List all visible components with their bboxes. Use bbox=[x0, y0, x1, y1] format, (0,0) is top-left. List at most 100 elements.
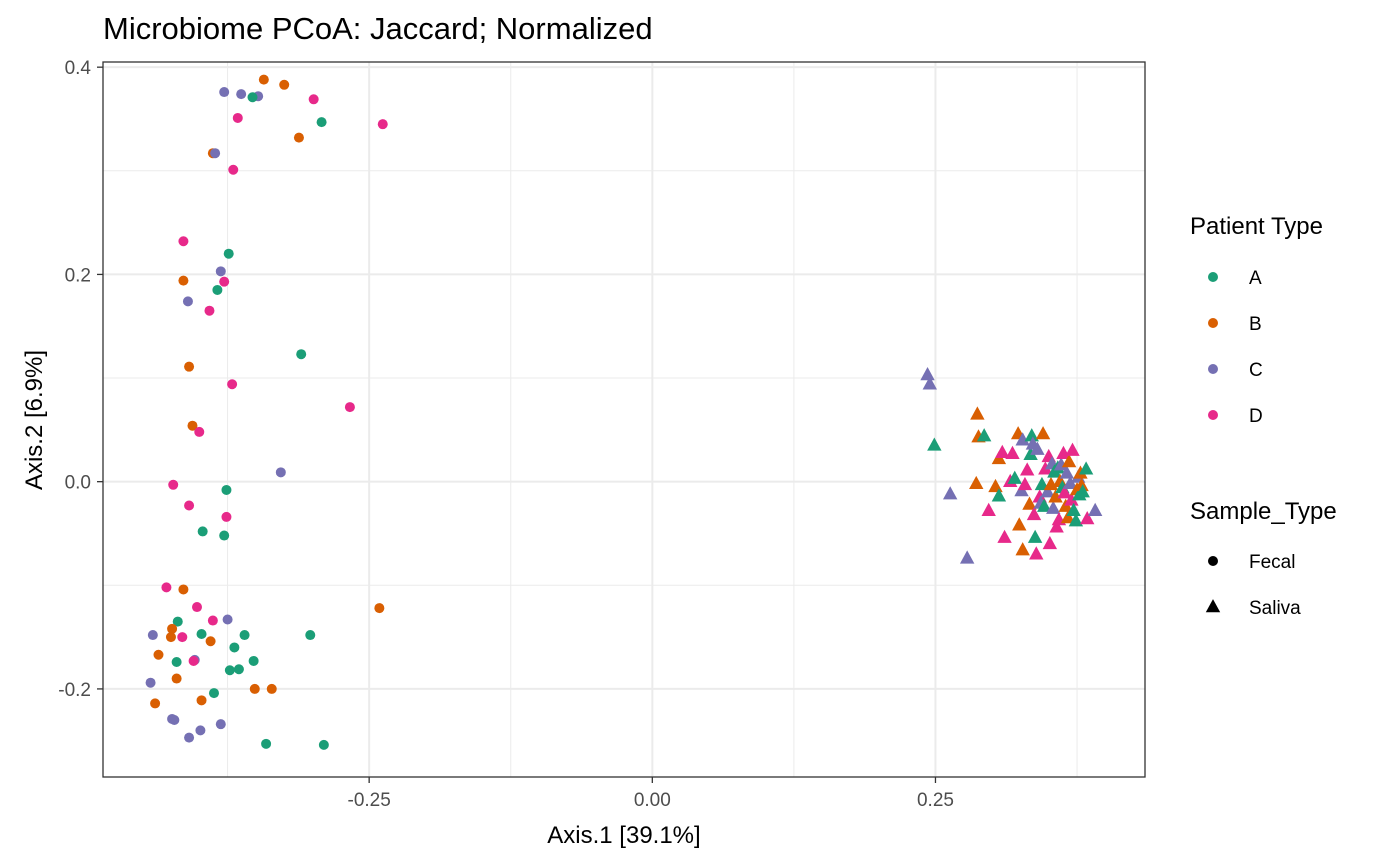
saliva-point bbox=[1040, 484, 1055, 498]
fecal-point bbox=[204, 305, 215, 316]
saliva-point bbox=[976, 428, 992, 442]
saliva-point bbox=[1026, 506, 1042, 521]
saliva-point bbox=[1063, 475, 1078, 490]
fecal-point bbox=[167, 623, 178, 634]
saliva-point bbox=[922, 376, 938, 390]
shape-legend-entries: Fecal Saliva bbox=[1205, 552, 1301, 619]
saliva-point bbox=[1029, 546, 1044, 560]
fecal-point bbox=[205, 636, 216, 647]
color-legend-entries: A B C D bbox=[1208, 268, 1263, 427]
y-tick-label: 0.2 bbox=[65, 265, 91, 286]
fecal-point bbox=[196, 695, 207, 706]
fecal-point bbox=[219, 87, 230, 98]
fecal-point bbox=[221, 484, 232, 495]
fecal-point bbox=[305, 630, 316, 641]
legend-key-fecal bbox=[1208, 556, 1218, 566]
fecal-point bbox=[208, 688, 219, 699]
x-tick-label: 0.00 bbox=[634, 790, 671, 811]
saliva-point bbox=[997, 529, 1012, 543]
legend-label-c: C bbox=[1249, 360, 1263, 381]
fecal-point bbox=[227, 379, 238, 390]
fecal-point bbox=[261, 738, 272, 749]
saliva-point bbox=[1061, 454, 1077, 468]
saliva-point bbox=[1068, 513, 1084, 527]
fecal-point bbox=[224, 665, 235, 676]
fecal-point bbox=[223, 248, 234, 259]
fecal-point bbox=[228, 164, 239, 175]
fecal-point bbox=[194, 426, 205, 437]
saliva-point bbox=[1015, 432, 1030, 446]
legend-key-b bbox=[1208, 318, 1218, 328]
saliva-point bbox=[969, 475, 984, 490]
legend-key-d bbox=[1208, 410, 1218, 420]
shape-legend-title: Sample_Type bbox=[1190, 498, 1337, 525]
saliva-point bbox=[1017, 476, 1033, 491]
fecal-point bbox=[212, 284, 223, 295]
y-tick-label: 0.4 bbox=[65, 58, 92, 79]
fecal-point bbox=[293, 132, 304, 143]
fecal-point bbox=[197, 526, 208, 537]
saliva-point bbox=[1057, 485, 1072, 499]
saliva-point bbox=[1087, 502, 1103, 516]
saliva-point bbox=[1027, 529, 1043, 543]
y-tick-label: -0.2 bbox=[58, 680, 91, 701]
saliva-point bbox=[920, 367, 935, 381]
data-points bbox=[145, 74, 1103, 750]
fecal-point bbox=[229, 642, 240, 653]
fecal-point bbox=[161, 582, 172, 593]
fecal-point bbox=[169, 715, 180, 726]
saliva-point bbox=[1038, 461, 1053, 475]
fecal-point bbox=[184, 500, 195, 511]
legend: Patient Type A B C D Sample_Type Fecal Saliv… bbox=[1190, 213, 1337, 619]
fecal-point bbox=[196, 629, 207, 639]
fecal-point bbox=[192, 602, 203, 613]
fecal-point bbox=[221, 511, 232, 522]
saliva-point bbox=[1046, 500, 1061, 514]
fecal-point bbox=[247, 92, 258, 103]
saliva-point bbox=[1078, 461, 1094, 475]
fecal-point bbox=[318, 739, 329, 750]
y-tick-label: 0.0 bbox=[65, 473, 91, 494]
fecal-point bbox=[279, 79, 290, 90]
legend-key-a bbox=[1208, 272, 1218, 282]
saliva-point bbox=[1023, 446, 1038, 461]
chart-title: Microbiome PCoA: Jaccard; Normalized bbox=[103, 11, 653, 46]
fecal-point bbox=[374, 603, 385, 614]
plot-panel bbox=[102, 61, 1146, 778]
fecal-point bbox=[377, 119, 388, 130]
fecal-point bbox=[258, 74, 269, 85]
fecal-point bbox=[233, 664, 244, 675]
fecal-point bbox=[215, 266, 226, 277]
saliva-point bbox=[991, 488, 1007, 502]
fecal-point bbox=[239, 630, 250, 641]
fecal-point bbox=[187, 420, 198, 431]
fecal-point bbox=[316, 117, 327, 128]
saliva-point bbox=[1020, 462, 1035, 476]
saliva-point bbox=[1012, 517, 1027, 531]
saliva-point bbox=[1035, 426, 1051, 440]
fecal-point bbox=[210, 148, 221, 159]
saliva-point bbox=[1007, 470, 1022, 484]
saliva-point bbox=[1064, 492, 1079, 506]
fecal-point bbox=[177, 632, 188, 643]
fecal-point bbox=[236, 89, 247, 100]
fecal-point bbox=[171, 656, 182, 667]
saliva-point bbox=[1032, 489, 1047, 503]
saliva-point bbox=[1048, 489, 1063, 503]
fecal-point bbox=[219, 276, 230, 287]
fecal-point bbox=[165, 632, 176, 643]
saliva-point bbox=[942, 486, 958, 500]
saliva-point bbox=[1059, 465, 1075, 479]
saliva-point bbox=[1005, 445, 1020, 459]
fecal-point bbox=[184, 732, 195, 743]
fecal-point bbox=[275, 467, 286, 478]
fecal-point bbox=[249, 683, 260, 694]
axes: -0.25 0.00 0.25 -0.2 0.0 0.2 0.4 bbox=[58, 58, 954, 811]
saliva-point bbox=[1042, 535, 1058, 550]
fecal-point bbox=[215, 719, 226, 730]
fecal-point bbox=[344, 402, 355, 413]
legend-label-a: A bbox=[1249, 268, 1262, 289]
fecal-point bbox=[147, 630, 158, 641]
legend-label-d: D bbox=[1249, 406, 1263, 427]
